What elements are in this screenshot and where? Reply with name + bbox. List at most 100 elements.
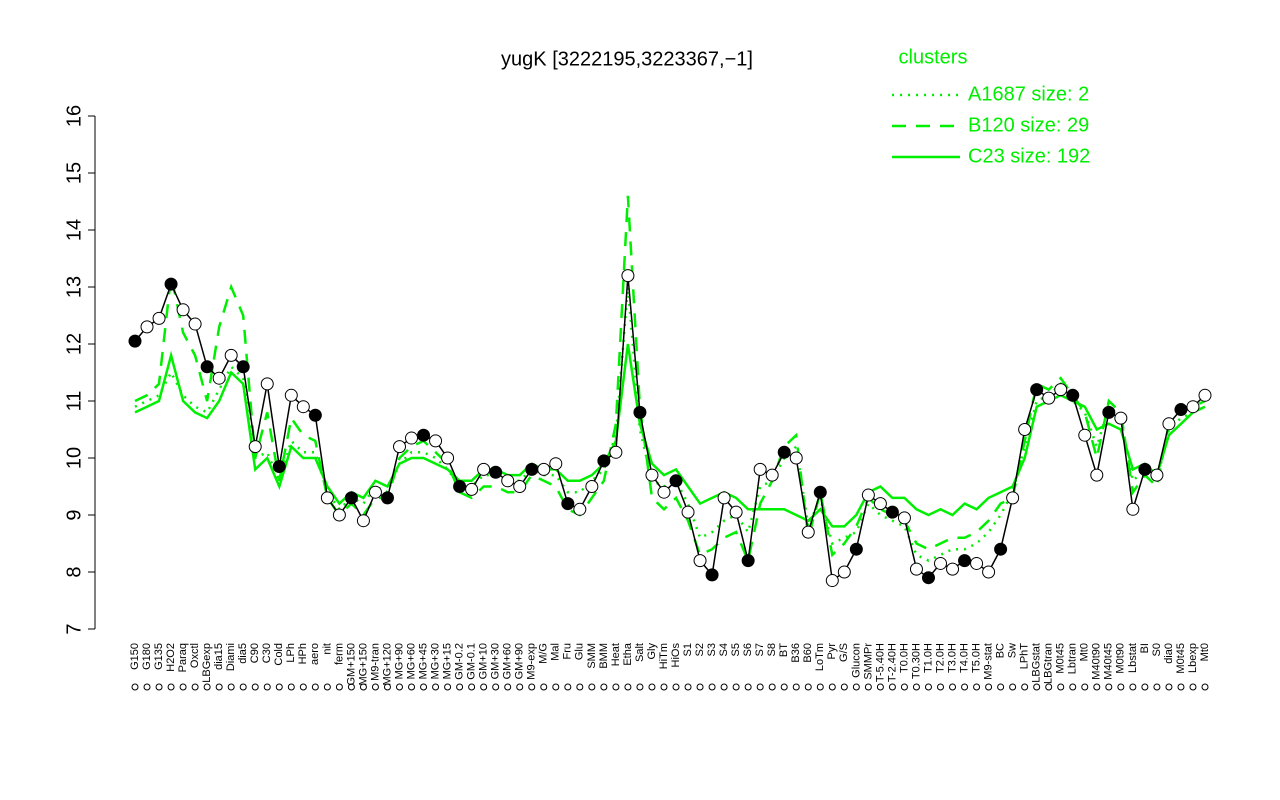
x-tick-label: M40t90 bbox=[1091, 643, 1103, 680]
x-tick-label: G135 bbox=[153, 643, 165, 670]
x-tick-label: BI bbox=[1139, 643, 1151, 653]
category-dot bbox=[167, 683, 175, 691]
category-dot bbox=[864, 683, 872, 691]
x-tick-label: ferm bbox=[333, 643, 345, 665]
legend-label: B120 size: 29 bbox=[968, 114, 1089, 136]
category-dot bbox=[263, 683, 271, 691]
data-point bbox=[693, 554, 707, 568]
y-tick-label: 13 bbox=[63, 276, 85, 298]
x-tick-label: C30 bbox=[261, 643, 273, 663]
category-dot bbox=[732, 683, 740, 691]
x-tick-label: Etha bbox=[622, 642, 634, 666]
x-tick-label: BMM bbox=[598, 643, 610, 669]
category-dot bbox=[900, 683, 908, 691]
category-dot bbox=[1069, 683, 1077, 691]
x-tick-label: H2O2 bbox=[165, 643, 177, 672]
category-dot bbox=[961, 683, 969, 691]
data-point bbox=[501, 474, 515, 488]
category-dot bbox=[155, 683, 163, 691]
y-tick-label: 15 bbox=[63, 162, 85, 184]
category-dot bbox=[131, 683, 139, 691]
x-tick-label: GM+30 bbox=[490, 643, 502, 679]
data-point bbox=[489, 465, 503, 479]
category-dot bbox=[227, 683, 235, 691]
category-dot bbox=[720, 683, 728, 691]
data-point bbox=[825, 574, 839, 588]
category-dot bbox=[588, 683, 596, 691]
category-dot bbox=[612, 683, 620, 691]
x-tick-label: Gly bbox=[646, 643, 658, 660]
x-tick-label: S0 bbox=[1151, 643, 1163, 656]
x-tick-label: Cold bbox=[273, 643, 285, 666]
y-tick-label: 8 bbox=[63, 566, 85, 577]
data-point bbox=[152, 311, 166, 325]
category-dot bbox=[468, 683, 476, 691]
x-tick-label: Glu bbox=[574, 643, 586, 660]
x-tick-label: dia0 bbox=[1163, 643, 1175, 664]
data-point bbox=[609, 445, 623, 459]
data-point bbox=[260, 377, 274, 391]
data-point bbox=[1186, 400, 1200, 414]
x-tick-label: M9-exp bbox=[526, 643, 538, 680]
data-point bbox=[789, 451, 803, 465]
x-tick-label: G150 bbox=[129, 643, 141, 670]
x-tick-label: Lbtran bbox=[1067, 643, 1079, 674]
category-dot bbox=[1177, 683, 1185, 691]
data-point bbox=[970, 556, 984, 570]
data-point bbox=[1150, 468, 1164, 482]
category-dot bbox=[287, 683, 295, 691]
category-dot bbox=[792, 683, 800, 691]
category-dot bbox=[1081, 683, 1089, 691]
data-point bbox=[356, 514, 370, 528]
x-tick-label: Lbstat bbox=[1127, 643, 1139, 673]
data-point bbox=[320, 491, 334, 505]
data-point bbox=[897, 511, 911, 525]
data-point bbox=[1006, 491, 1020, 505]
data-point bbox=[200, 360, 214, 374]
legend-title: clusters bbox=[899, 46, 968, 68]
category-dot bbox=[1201, 683, 1209, 691]
data-point bbox=[1090, 468, 1104, 482]
x-tick-label: HPh bbox=[297, 643, 309, 664]
data-point bbox=[669, 474, 683, 488]
category-dot bbox=[383, 683, 391, 691]
data-point bbox=[344, 491, 358, 505]
category-dot bbox=[504, 683, 512, 691]
data-point bbox=[212, 371, 226, 385]
y-tick-label: 14 bbox=[63, 219, 85, 241]
x-tick-label: T2.0H bbox=[934, 643, 946, 673]
category-dot bbox=[937, 683, 945, 691]
x-tick-label: M0t90 bbox=[1115, 643, 1127, 674]
x-tick-label: LPh bbox=[285, 643, 297, 663]
x-tick-label: LBGexp bbox=[201, 643, 213, 683]
data-point bbox=[236, 360, 250, 374]
category-dot bbox=[1153, 683, 1161, 691]
x-tick-label: LBGtran bbox=[1043, 643, 1055, 684]
category-dot bbox=[924, 683, 932, 691]
y-tick-label: 12 bbox=[63, 333, 85, 355]
data-point bbox=[729, 505, 743, 519]
x-tick-label: S7 bbox=[754, 643, 766, 656]
x-tick-label: MG+15 bbox=[441, 643, 453, 679]
category-dot bbox=[552, 683, 560, 691]
category-dot bbox=[179, 683, 187, 691]
x-tick-label: Sw bbox=[1007, 643, 1019, 658]
x-tick-label: GM+60 bbox=[502, 643, 514, 679]
x-tick-label: Diami bbox=[225, 643, 237, 671]
x-tick-label: Mal bbox=[550, 643, 562, 661]
x-tick-label: M9-stat bbox=[983, 643, 995, 680]
data-point bbox=[801, 525, 815, 539]
data-point bbox=[633, 405, 647, 419]
x-tick-label: SMM bbox=[586, 643, 598, 669]
data-point bbox=[861, 488, 875, 502]
x-tick-label: MG+150 bbox=[357, 643, 369, 686]
x-tick-label: Heat bbox=[610, 643, 622, 666]
category-dot bbox=[744, 683, 752, 691]
data-point bbox=[837, 565, 851, 579]
category-dot bbox=[768, 683, 776, 691]
data-point bbox=[934, 556, 948, 570]
category-dot bbox=[1141, 683, 1149, 691]
data-point bbox=[1054, 383, 1068, 397]
x-tick-label: C90 bbox=[249, 643, 261, 663]
cluster-line bbox=[134, 195, 1206, 565]
